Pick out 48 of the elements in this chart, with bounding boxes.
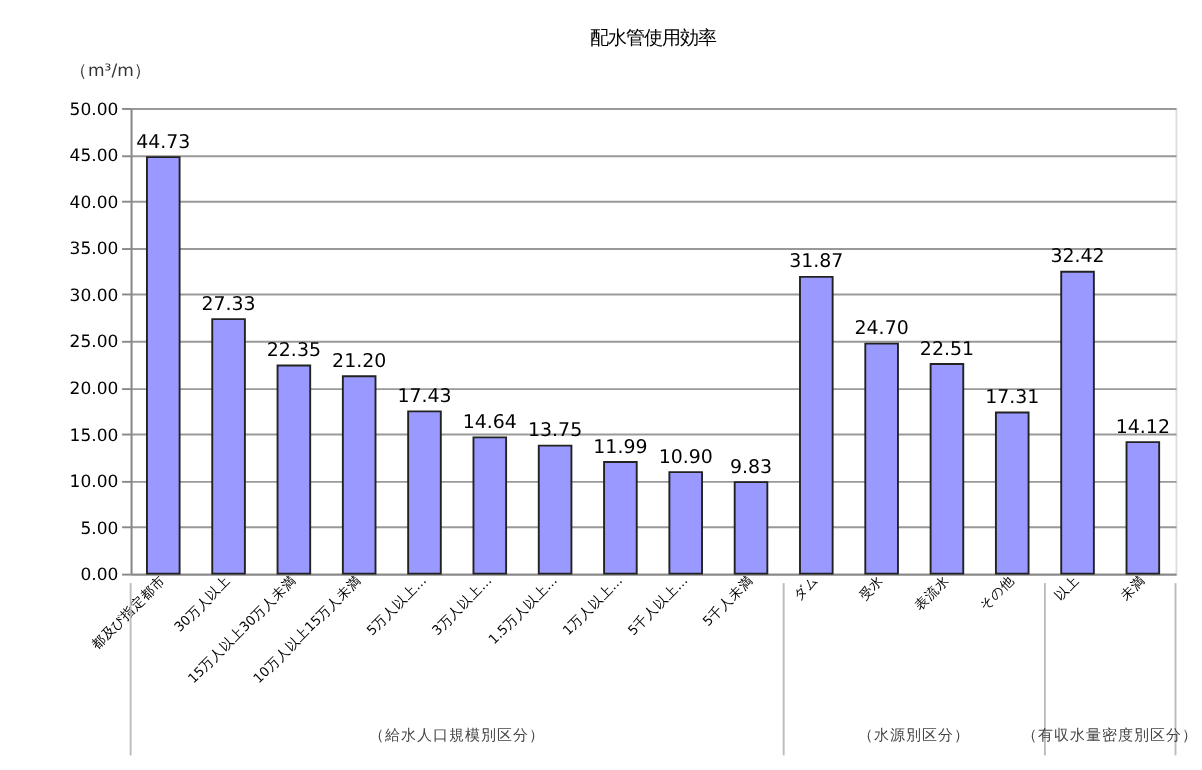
- data-label: 31.87: [789, 251, 844, 274]
- y-tick-label: 10.00: [69, 473, 119, 494]
- y-tick-label: 25.00: [69, 333, 119, 354]
- y-axis-title: （m³/m）: [70, 61, 152, 82]
- bar: [1125, 441, 1161, 575]
- y-tick-label: 40.00: [69, 193, 119, 214]
- data-label: 10.90: [658, 446, 713, 469]
- chart-title: 配水管使用効率: [590, 27, 717, 50]
- data-label: 13.75: [528, 420, 583, 443]
- data-label: 17.43: [397, 385, 452, 408]
- data-label: 44.73: [136, 131, 191, 154]
- data-label: 14.64: [462, 411, 517, 434]
- y-tick-label: 0.00: [80, 566, 119, 587]
- bar: [407, 410, 442, 575]
- bar: [994, 411, 1030, 575]
- data-label: 14.12: [1115, 416, 1170, 439]
- bar: [537, 444, 573, 575]
- data-label: 22.35: [266, 340, 321, 363]
- bar: [799, 275, 834, 575]
- bar: [276, 364, 312, 575]
- bar: [929, 363, 965, 575]
- text: （有収水量密度別区分）: [1022, 726, 1199, 745]
- bar: [603, 461, 638, 575]
- y-tick-label: 15.00: [69, 426, 119, 447]
- bar: [472, 436, 508, 575]
- text: （水源別区分）: [858, 726, 971, 745]
- data-label: 17.31: [985, 386, 1040, 409]
- y-tick-label: 50.00: [69, 100, 119, 121]
- bar: [211, 318, 246, 575]
- data-label: 27.33: [201, 293, 256, 316]
- bar: [864, 342, 899, 575]
- y-tick-label: 30.00: [69, 286, 119, 307]
- text: （給水人口規模別区分）: [369, 726, 546, 745]
- y-tick-label: 35.00: [69, 240, 119, 261]
- bar: [733, 481, 769, 575]
- bar: [1060, 270, 1095, 575]
- y-tick-label: 20.00: [69, 380, 119, 401]
- data-label: 9.83: [729, 456, 773, 479]
- bar: [668, 471, 703, 575]
- y-tick-label: 5.00: [80, 519, 119, 540]
- data-label: 21.20: [332, 350, 387, 373]
- bar: [145, 156, 181, 575]
- y-tick-label: 45.00: [69, 147, 119, 168]
- data-label: 22.51: [919, 338, 974, 361]
- data-label: 32.42: [1050, 246, 1105, 269]
- data-label: 24.70: [854, 318, 909, 341]
- data-label: 11.99: [593, 436, 648, 459]
- bar: [341, 375, 377, 575]
